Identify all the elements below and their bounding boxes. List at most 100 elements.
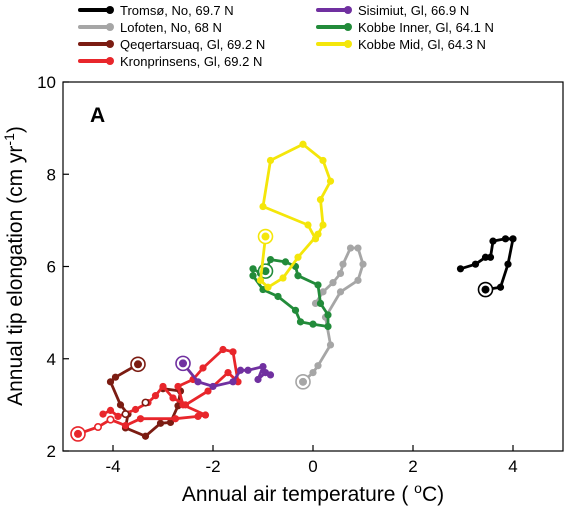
legend-marker [106,57,114,65]
start-marker-dot [74,429,82,438]
data-point [456,265,465,273]
data-point [336,269,345,278]
plot-frame [62,81,564,452]
legend-marker [344,6,352,14]
data-point [169,394,177,402]
series-0 [456,235,517,298]
data-point [316,299,325,307]
y-tick-label: 8 [47,165,56,184]
y-tick-label: 2 [47,442,56,461]
x-tick-label: -4 [105,457,120,476]
legend-label: Kobbe Mid, Gl, 64.3 N [358,37,486,52]
data-point [236,366,245,374]
y-tick-label: 4 [47,350,56,369]
data-point [324,322,332,331]
series-line [459,237,515,292]
series-4 [175,355,275,391]
x-axis-title-main: Annual air temperature ( [182,483,414,506]
data-point [256,276,265,284]
data-point [304,221,312,229]
series-6 [256,140,335,291]
hollow-point [94,423,103,432]
data-point [204,387,212,395]
data-point [249,272,257,280]
data-point [336,288,345,296]
data-point [114,412,122,421]
data-point [121,422,130,430]
legend-label: Kronprinsens, Gl, 69.2 N [120,54,262,69]
legend-marker [106,6,114,14]
data-point [209,382,217,391]
x-axis-title-unit: C) [422,483,444,506]
legend-label: Kobbe Inner, Gl, 64.1 N [358,20,494,35]
data-point [471,260,480,268]
y-axis-title-sup: -1 [1,133,17,146]
start-marker-dot [261,232,270,241]
data-point [99,410,107,418]
x-tick-label: 0 [308,457,317,476]
y-axis-title: Annual tip elongation (cm yr-1) [1,126,27,406]
data-point [294,253,302,261]
x-tick-label: -2 [205,457,220,476]
series-2 [106,356,185,440]
data-point [174,382,182,391]
data-point [311,235,320,243]
legend-marker [344,40,352,48]
start-marker-dot [299,377,307,386]
data-point [244,366,252,374]
data-point [311,299,320,307]
y-tick-label: 10 [37,73,56,92]
data-point [141,432,150,440]
data-point [326,341,335,349]
data-point [171,415,180,423]
data-point [359,260,367,268]
start-marker-dot [261,267,270,276]
data-point [106,378,115,386]
data-point [194,412,202,421]
y-tick-label: 6 [47,258,56,277]
data-point [219,345,227,354]
data-point [224,368,232,377]
data-point [266,255,275,264]
legend-label: Qeqertarsuaq, Gl, 69.2 N [120,37,265,52]
x-axis-title: Annual air temperature ( oC) [182,480,444,506]
data-point [274,292,282,301]
data-point [194,378,202,386]
y-axis-title-end: ) [4,126,27,133]
x-tick-label: 2 [408,457,417,476]
panel-label: A [90,104,105,127]
data-point [106,406,115,415]
data-point [279,274,287,282]
legend-marker [106,40,114,48]
x-axis-title-sup: o [414,480,422,496]
data-point [156,419,165,427]
data-point [294,272,302,280]
hollow-point [106,415,115,424]
data-point [199,364,207,372]
hollow-point [121,410,130,419]
data-point [326,177,335,185]
data-point [486,253,495,261]
data-point [309,368,317,377]
data-point [316,196,325,204]
data-point [111,373,120,381]
series-1 [295,244,367,390]
data-point [504,260,512,268]
data-point [324,311,332,319]
start-marker-dot [134,360,142,369]
data-point [136,415,145,423]
data-point [259,362,267,371]
data-point [281,258,290,266]
data-point [481,253,490,261]
data-point [314,281,322,289]
data-point [249,265,257,273]
data-point [299,140,307,148]
data-point [319,288,327,296]
data-point [309,320,317,328]
x-tick-label: 4 [508,457,517,476]
legend: Tromsø, No, 69.7 N Lofoten, No, 68 N Qeqer… [78,3,494,69]
start-marker-dot [481,285,490,294]
data-point [489,237,497,245]
data-point [319,156,327,165]
data-point [201,411,210,419]
